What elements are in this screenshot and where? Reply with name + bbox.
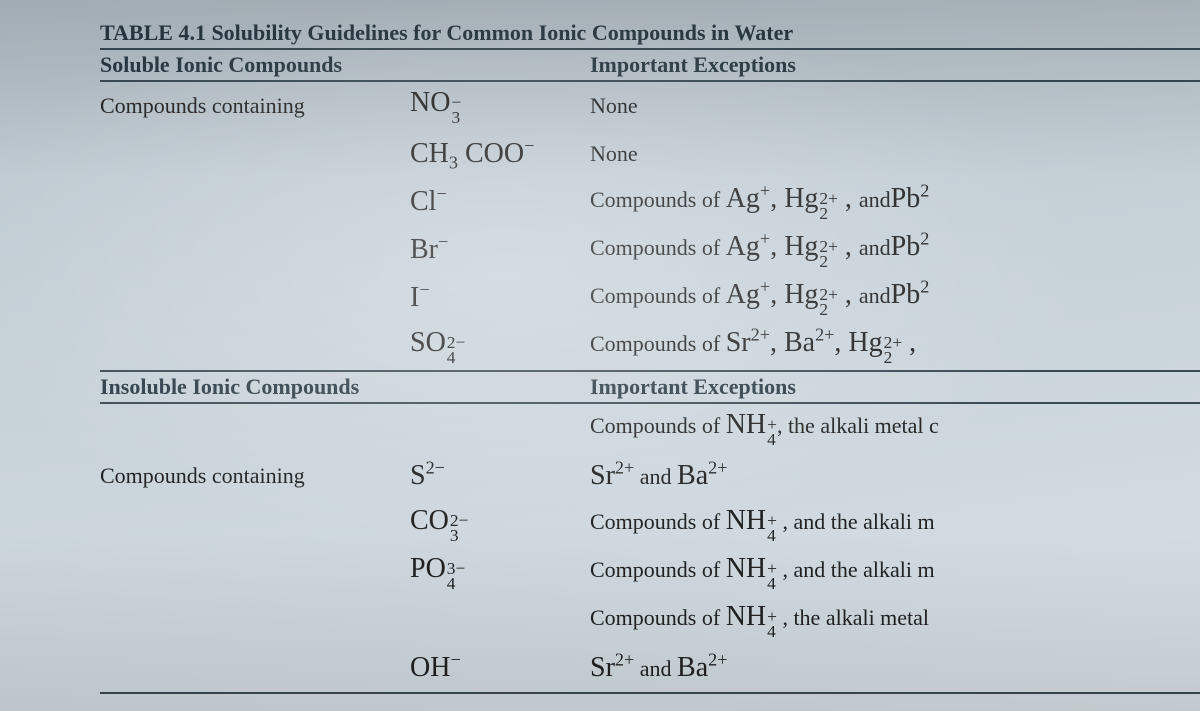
table-row: I−Compounds of Ag+, Hg2+2 , andPb2 xyxy=(100,274,1200,322)
exception-text: Sr2+ and Ba2+ xyxy=(590,652,1200,684)
exception-text: Compounds of Ag+, Hg2+2 , andPb2 xyxy=(590,183,1200,222)
solubility-table: TABLE 4.1 Solubility Guidelines for Comm… xyxy=(0,0,1200,694)
ion-formula: PO3−4 xyxy=(410,553,590,592)
table-row: Compounds of NH+4, the alkali metal c xyxy=(100,404,1200,452)
ion-formula: NO−3 xyxy=(410,87,590,126)
soluble-section-header: Soluble Ionic Compounds Important Except… xyxy=(100,50,1200,82)
insoluble-header-right: Important Exceptions xyxy=(590,374,1200,400)
table-row: CH3 COO−None xyxy=(100,130,1200,178)
exception-text: Compounds of NH+4 , the alkali metal xyxy=(590,601,1200,640)
table-row: Compounds containingNO−3None xyxy=(100,82,1200,130)
ion-formula: OH− xyxy=(410,652,590,684)
ion-formula: CO2−3 xyxy=(410,505,590,544)
table-row: Cl−Compounds of Ag+, Hg2+2 , andPb2 xyxy=(100,178,1200,226)
exception-text: Sr2+ and Ba2+ xyxy=(590,460,1200,492)
table-row: Br−Compounds of Ag+, Hg2+2 , andPb2 xyxy=(100,226,1200,274)
table-row: CO2−3Compounds of NH+4 , and the alkali … xyxy=(100,500,1200,548)
row-label: Compounds containing xyxy=(100,93,410,119)
insoluble-section-header: Insoluble Ionic Compounds Important Exce… xyxy=(100,372,1200,404)
insoluble-header-left: Insoluble Ionic Compounds xyxy=(100,374,410,400)
exception-text: Compounds of NH+4 , and the alkali m xyxy=(590,553,1200,592)
table-title: TABLE 4.1 Solubility Guidelines for Comm… xyxy=(100,20,1200,50)
exception-text: None xyxy=(590,141,1200,167)
table-row: PO3−4Compounds of NH+4 , and the alkali … xyxy=(100,548,1200,596)
table-row: OH−Sr2+ and Ba2+ xyxy=(100,644,1200,694)
exception-text: Compounds of Ag+, Hg2+2 , andPb2 xyxy=(590,279,1200,318)
exception-text: Compounds of Ag+, Hg2+2 , andPb2 xyxy=(590,231,1200,270)
exception-text: None xyxy=(590,93,1200,119)
table-row: Compounds containingS2−Sr2+ and Ba2+ xyxy=(100,452,1200,500)
exception-text: Compounds of NH+4 , and the alkali m xyxy=(590,505,1200,544)
ion-formula: I− xyxy=(410,282,590,314)
ion-formula: S2− xyxy=(410,460,590,492)
table-row: Compounds of NH+4 , the alkali metal xyxy=(100,596,1200,644)
soluble-rows: Compounds containingNO−3NoneCH3 COO−None… xyxy=(100,82,1200,372)
insoluble-rows: Compounds of NH+4, the alkali metal c Com… xyxy=(100,404,1200,694)
exception-text: Compounds of Sr2+, Ba2+, Hg2+2 , xyxy=(590,327,1200,366)
soluble-header-left: Soluble Ionic Compounds xyxy=(100,52,410,78)
ion-formula: SO2−4 xyxy=(410,327,590,366)
ion-formula: CH3 COO− xyxy=(410,138,590,170)
row-label: Compounds containing xyxy=(100,463,410,489)
ion-formula: Cl− xyxy=(410,186,590,218)
soluble-header-right: Important Exceptions xyxy=(590,52,1200,78)
exception-text: Compounds of NH+4, the alkali metal c xyxy=(590,409,1200,448)
ion-formula: Br− xyxy=(410,234,590,266)
table-row: SO2−4Compounds of Sr2+, Ba2+, Hg2+2 , xyxy=(100,322,1200,372)
